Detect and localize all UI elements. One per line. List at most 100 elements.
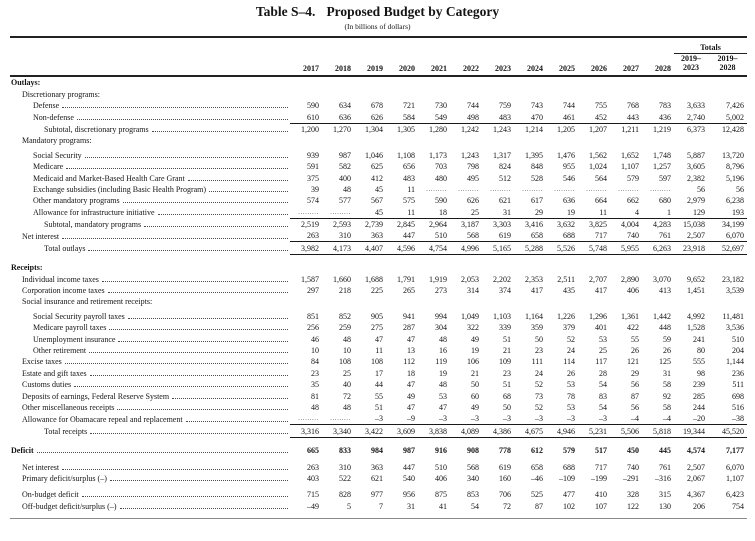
- value-cell: 1,049: [461, 311, 479, 321]
- row-label-text: Receipts:: [11, 263, 43, 273]
- value-cell: 314: [467, 286, 479, 296]
- value-cell: 634: [339, 101, 351, 111]
- table-name: Proposed Budget by Category: [326, 4, 500, 19]
- value-cell: 379: [563, 323, 575, 333]
- value-cell: [674, 262, 708, 273]
- value-cell: 239: [693, 380, 705, 390]
- value-cell: .........: [490, 186, 511, 193]
- value-cell: [610, 76, 642, 88]
- value-cell: 26: [567, 368, 575, 378]
- year-column-header: 2018: [322, 53, 354, 77]
- value-cell: 5,526: [546, 241, 578, 255]
- value-cell: 656: [403, 162, 415, 172]
- row-label-text: Estate and gift taxes: [22, 368, 87, 378]
- value-cell: 98: [697, 368, 705, 378]
- value-cell: [578, 262, 610, 273]
- value-cell: [354, 262, 386, 273]
- value-cell: 48: [343, 402, 351, 412]
- value-cell: 848: [531, 162, 543, 172]
- value-cell: 522: [339, 473, 351, 483]
- row-label-text: Excise taxes: [22, 357, 62, 367]
- value-cell: [322, 76, 354, 88]
- value-cell: 1,304: [365, 124, 383, 134]
- value-cell: 833: [339, 446, 351, 456]
- table-row: Other retirement 10 10 11 13 16 19 21 23 24 25 26 26…: [10, 345, 747, 356]
- value-cell: 310: [322, 230, 354, 243]
- value-cell: 114: [563, 357, 575, 367]
- value-cell: –316: [655, 473, 671, 483]
- table-row: Discretionary programs:: [10, 88, 747, 99]
- value-cell: 480: [435, 173, 447, 183]
- value-cell: 3,605: [687, 162, 705, 172]
- value-cell: 528: [531, 173, 543, 183]
- value-cell: 582: [339, 162, 351, 172]
- value-cell: [418, 135, 450, 146]
- value-cell: 41: [439, 501, 447, 511]
- row-label: Subtotal, discretionary programs: [10, 123, 290, 135]
- value-cell: 1,528: [687, 323, 705, 333]
- value-cell: 1,207: [589, 124, 607, 134]
- value-cell: 406: [627, 286, 639, 296]
- value-cell: 730: [435, 101, 447, 111]
- dotted-leader: [90, 432, 288, 435]
- row-label-text: On-budget deficit: [22, 490, 79, 500]
- value-cell: 49: [471, 334, 479, 344]
- value-cell: 23,182: [722, 274, 745, 284]
- row-label: Allowance for Obamacare repeal and repla…: [10, 413, 290, 425]
- value-cell: 688: [546, 230, 578, 243]
- totals-spanner-row: Totals: [10, 37, 748, 54]
- value-cell: 568: [450, 230, 482, 243]
- value-cell: 28: [599, 368, 607, 378]
- value-cell: 549: [418, 111, 450, 124]
- dotted-leader: [62, 468, 288, 470]
- row-label: Other mandatory programs: [10, 195, 290, 206]
- total-column-header: 2019– 2023: [674, 53, 708, 77]
- value-cell: 58: [663, 380, 671, 390]
- value-cell: 483: [482, 111, 514, 124]
- table-row: Medicare 591 582 625 656 703 798 824 848 955 1,024…: [10, 161, 747, 172]
- value-cell: 10: [311, 345, 319, 355]
- value-cell: 49: [407, 391, 415, 401]
- row-label-text: Defense: [33, 101, 60, 111]
- value-cell: [514, 76, 546, 88]
- value-cell: [546, 76, 578, 88]
- value-cell: [610, 262, 642, 273]
- value-cell: [418, 88, 450, 99]
- value-cell: 297: [307, 286, 319, 296]
- dotted-leader: [144, 225, 288, 228]
- value-cell: 7,177: [726, 446, 745, 456]
- row-label-text: Medicare payroll taxes: [33, 323, 107, 333]
- row-label: Individual income taxes: [10, 273, 290, 284]
- table-row: Excise taxes 84 108 108 112 119 106 109 111 114 11…: [10, 356, 747, 367]
- row-label-text: Deficit: [11, 446, 34, 456]
- value-cell: [642, 88, 674, 99]
- value-cell: 24: [567, 345, 575, 355]
- value-cell: 52: [567, 334, 575, 344]
- value-cell: 54: [599, 402, 607, 412]
- value-cell: 11,481: [722, 311, 745, 321]
- value-cell: 112: [403, 357, 415, 367]
- value-cell: [418, 262, 450, 273]
- year-column-header: 2026: [578, 53, 610, 77]
- units-note: (In billions of dollars): [344, 22, 411, 31]
- value-cell: 1,652: [621, 150, 639, 160]
- value-cell: 3,632: [557, 220, 575, 230]
- value-cell: [290, 262, 322, 273]
- value-cell: 121: [627, 357, 639, 367]
- value-cell: 56: [697, 184, 705, 194]
- value-cell: 6,070: [708, 230, 748, 243]
- table-row: Unemployment insurance 46 48 47 47 48 49 51 50 52…: [10, 333, 747, 344]
- value-cell: 768: [627, 101, 639, 111]
- value-cell: 108: [339, 357, 351, 367]
- dotted-leader: [62, 237, 288, 239]
- value-cell: 403: [307, 473, 319, 483]
- value-cell: [450, 76, 482, 88]
- value-cell: [450, 135, 482, 146]
- value-cell: 567: [371, 196, 383, 206]
- value-cell: 80: [697, 345, 705, 355]
- value-cell: [482, 296, 514, 307]
- value-cell: .........: [522, 186, 543, 193]
- value-cell: 1,219: [653, 124, 671, 134]
- value-cell: 15,038: [683, 220, 705, 230]
- value-cell: 448: [659, 323, 671, 333]
